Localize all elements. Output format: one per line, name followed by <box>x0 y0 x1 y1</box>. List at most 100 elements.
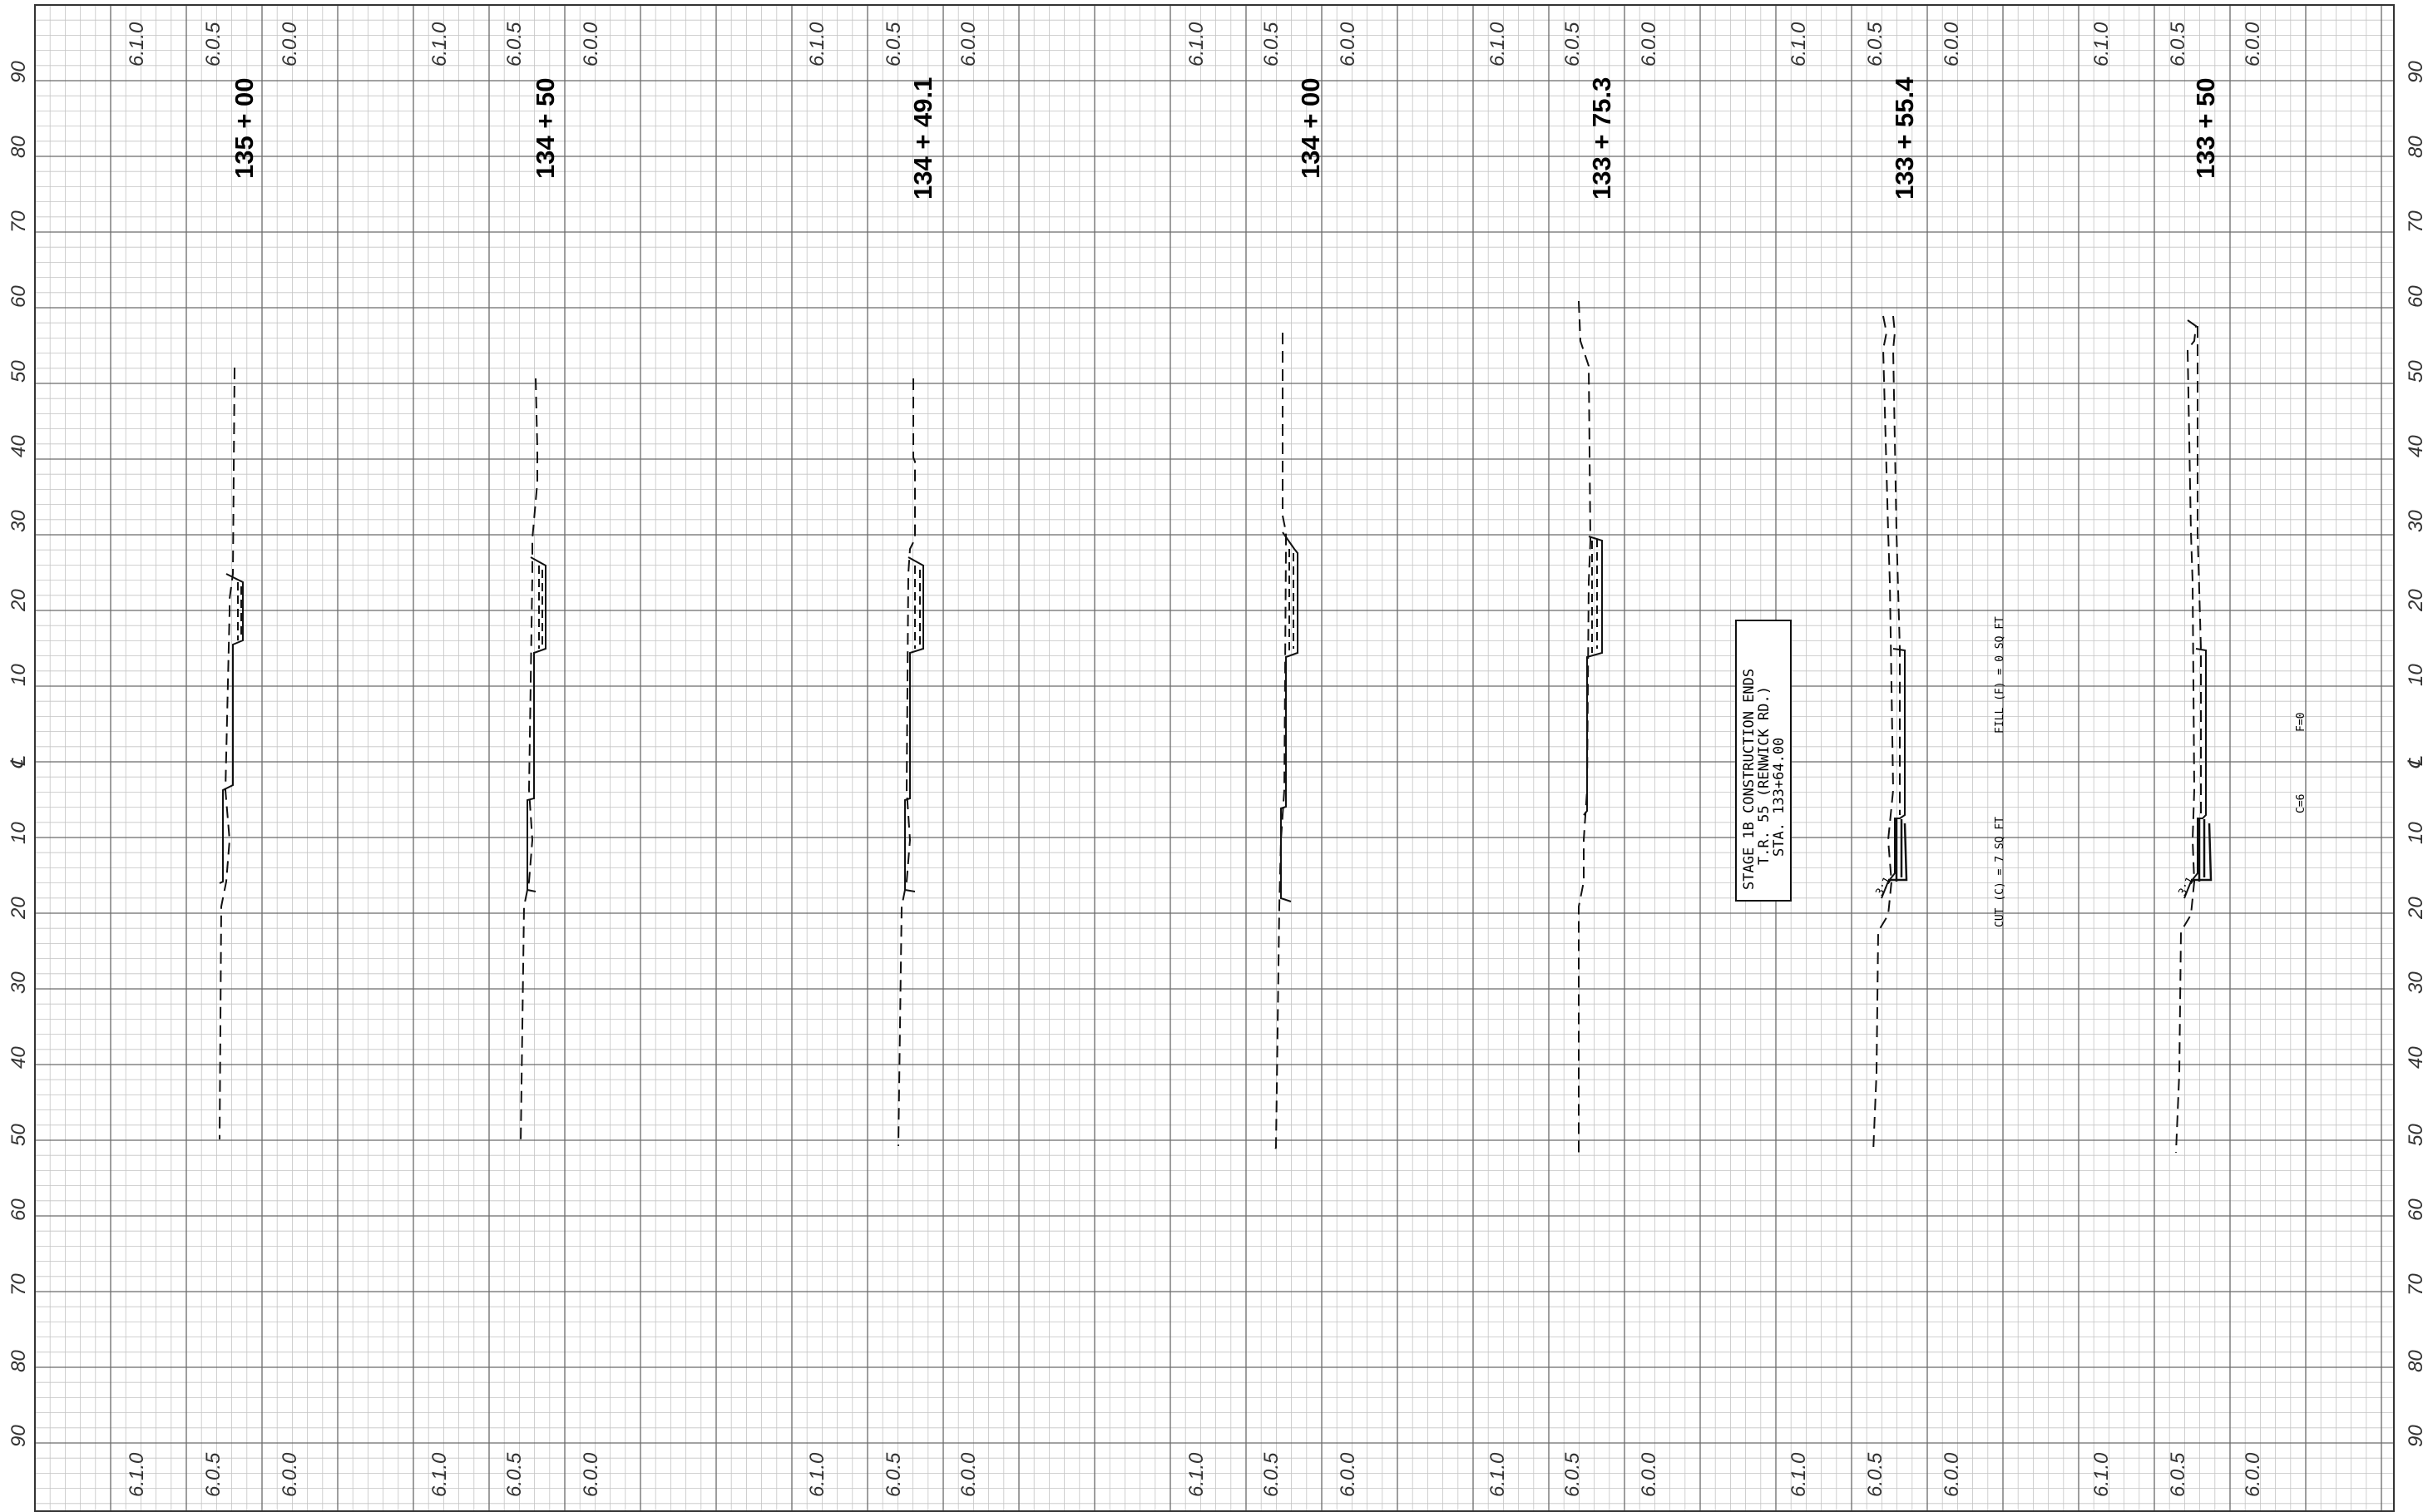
elevation-label-bottom: 6.0.0 <box>279 1452 301 1497</box>
station-label: 134 + 50 <box>531 77 560 179</box>
elevation-label-top: 6.0.0 <box>1337 22 1359 67</box>
offset-label: 90 <box>2405 61 2427 83</box>
proposed-template <box>1583 536 1603 816</box>
elevation-label-bottom: 6.1.0 <box>126 1452 148 1497</box>
elevation-label-top: 6.1.0 <box>1185 22 1208 67</box>
offset-label: 60 <box>7 285 30 308</box>
station-label: 133 + 50 <box>2191 77 2220 179</box>
station-label: 133 + 55.4 <box>1890 77 1919 200</box>
centerline-label: ℄ <box>7 756 30 769</box>
elevation-label-bottom: 6.0.5 <box>883 1452 905 1497</box>
proposed-template <box>527 556 546 892</box>
grid-major-lines <box>34 4 2394 1512</box>
proposed-template <box>538 566 543 649</box>
offset-label: 60 <box>2405 285 2427 308</box>
elevation-label-bottom: 6.1.0 <box>2090 1452 2113 1497</box>
elevation-label-bottom: 6.1.0 <box>428 1452 451 1497</box>
fill-quantity: FILL (F) = 0 SQ FT <box>1994 616 2006 734</box>
elevation-label-bottom: 6.1.0 <box>806 1452 828 1497</box>
offset-label: 20 <box>2405 897 2427 920</box>
elevation-label-bottom: 6.0.0 <box>580 1452 602 1497</box>
elevation-label-bottom: 6.0.5 <box>2167 1452 2189 1497</box>
construction-note-box: STAGE 1B CONSTRUCTION ENDS T.R. 55 (RENW… <box>1735 620 1792 902</box>
offset-scale-left: 90 80 70 60 50 40 30 20 10 ℄ 10 20 30 40… <box>7 61 30 1447</box>
station-label: 135 + 00 <box>230 77 259 179</box>
offset-label: 80 <box>2405 1350 2427 1372</box>
proposed-template <box>2191 819 2213 882</box>
sheet-frame <box>34 4 2395 1512</box>
existing-ground-line <box>219 367 235 1140</box>
offset-label: 50 <box>7 1124 30 1146</box>
station-labels: 135 + 00 134 + 50 134 + 49.1 134 + 00 13… <box>230 77 2220 200</box>
offset-label: 50 <box>2405 1124 2427 1146</box>
proposed-template <box>1591 539 1598 653</box>
elevation-label-top: 6.0.0 <box>580 22 602 67</box>
offset-label: 60 <box>2405 1198 2427 1221</box>
offset-label: 60 <box>7 1198 30 1221</box>
elevation-label-bottom: 6.0.0 <box>957 1452 980 1497</box>
elevation-label-bottom: 6.1.0 <box>1486 1452 1509 1497</box>
offset-label: 70 <box>2405 1273 2427 1296</box>
elevation-label-top: 6.0.5 <box>503 22 526 67</box>
existing-ground-line <box>1891 315 1901 815</box>
note-line-1: STAGE 1B CONSTRUCTION ENDS <box>1741 669 1758 890</box>
offset-label: 70 <box>2405 210 2427 233</box>
elevation-label-bottom: 6.0.5 <box>1864 1452 1887 1497</box>
station-label: 133 + 75.3 <box>1587 77 1616 200</box>
offset-label: 10 <box>2405 822 2427 844</box>
elevation-label-bottom: 6.0.5 <box>1260 1452 1283 1497</box>
offset-label: 70 <box>7 1273 30 1296</box>
offset-label: 40 <box>7 1046 30 1069</box>
elevation-label-top: 6.0.0 <box>1638 22 1660 67</box>
existing-ground-line <box>520 378 538 1144</box>
elevation-scales: 6.1.0 6.0.5 6.0.0 6.1.0 6.0.5 6.0.0 6.1.… <box>126 22 2264 1497</box>
offset-label: 20 <box>7 897 30 920</box>
offset-label: 30 <box>7 510 30 532</box>
elevation-label-bottom: 6.0.5 <box>202 1452 225 1497</box>
elevation-label-top: 6.0.5 <box>1561 22 1584 67</box>
elevation-label-top: 6.1.0 <box>1486 22 1509 67</box>
elevation-label-bottom: 6.0.0 <box>1638 1452 1660 1497</box>
proposed-template <box>1280 531 1298 902</box>
elevation-label-top: 6.1.0 <box>2090 22 2113 67</box>
proposed-template <box>1288 549 1294 653</box>
cut-quantity: CUT (C) = 7 SQ FT <box>1994 817 2006 927</box>
station-label: 134 + 49.1 <box>908 77 937 200</box>
offset-label: 80 <box>2405 136 2427 158</box>
elevation-label-top: 6.0.5 <box>202 22 225 67</box>
offset-label: 40 <box>2405 1046 2427 1069</box>
elevation-label-top: 6.0.5 <box>1864 22 1887 67</box>
grid <box>34 4 2395 1512</box>
note-box-frame <box>1735 620 1792 902</box>
elevation-label-top: 6.1.0 <box>806 22 828 67</box>
station-label: 134 + 00 <box>1296 77 1325 179</box>
elevation-label-top: 6.0.5 <box>2167 22 2189 67</box>
elevation-label-top: 6.1.0 <box>1788 22 1810 67</box>
elevation-label-top: 6.0.0 <box>1941 22 1963 67</box>
offset-label: 10 <box>2405 664 2427 686</box>
proposed-template <box>1888 819 1908 882</box>
offset-label: 40 <box>2405 435 2427 457</box>
note-line-3: STA. 133+64.00 <box>1771 738 1788 857</box>
offset-label: 30 <box>2405 510 2427 532</box>
offset-label: 30 <box>2405 971 2427 994</box>
proposed-template <box>904 556 924 892</box>
offset-label: 90 <box>2405 1425 2427 1447</box>
elevation-label-bottom: 6.0.0 <box>2242 1452 2264 1497</box>
elevation-label-bottom: 6.0.5 <box>503 1452 526 1497</box>
offset-label: 80 <box>7 136 30 158</box>
grid-minor-lines <box>35 5 2394 1512</box>
existing-ground-line <box>2197 326 2202 815</box>
proposed-template <box>219 573 244 884</box>
offset-label: 90 <box>7 1425 30 1447</box>
fill-short: F=0 <box>2295 713 2307 732</box>
offset-label: 50 <box>7 360 30 383</box>
elevation-label-bottom: 6.0.5 <box>1561 1452 1584 1497</box>
existing-ground-line <box>1872 315 1895 1154</box>
elevation-label-top: 6.1.0 <box>428 22 451 67</box>
elevation-label-top: 6.0.0 <box>2242 22 2264 67</box>
proposed-template <box>914 566 921 649</box>
existing-ground-line <box>1272 333 1287 1154</box>
elevation-label-bottom: 6.1.0 <box>1788 1452 1810 1497</box>
